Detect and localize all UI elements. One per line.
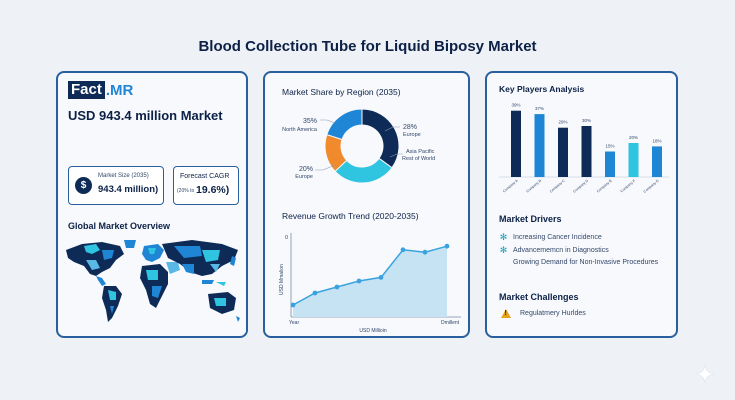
gear-icon: ✻ xyxy=(499,245,508,255)
bar-category-label: Company G xyxy=(643,179,660,194)
driver-item: Growing Demand for Non-Invasive Procedur… xyxy=(513,259,658,266)
market-headline: USD 943.4 million Market xyxy=(68,108,223,123)
area-point xyxy=(400,247,406,253)
market-size-value: 943.4 million) xyxy=(98,184,159,195)
challenges-title: Market Challenges xyxy=(499,292,579,302)
area-fill xyxy=(293,246,447,317)
player-bar xyxy=(558,127,568,177)
growth-chart-title: Revenue Growth Trend (2020-2035) xyxy=(282,211,419,221)
driver-text: Growing Demand for Non-Invasive Procedur… xyxy=(513,259,659,266)
bar-value-label: 30% xyxy=(582,118,591,123)
analysis-card: Key Players Analysis 39% Company A 37% Comp… xyxy=(485,71,678,338)
area-point xyxy=(378,275,384,280)
bar-value-label: 39% xyxy=(511,103,520,108)
drivers-title: Market Drivers xyxy=(499,214,562,224)
area-line xyxy=(292,245,448,306)
growth-area-chart: 0 USD Mmalion Year Dmillent USD Millioin xyxy=(279,233,461,334)
player-bar xyxy=(652,146,662,177)
region-chart-title: Market Share by Region (2035) xyxy=(282,87,401,97)
area-point xyxy=(356,278,362,284)
bar-category-label: Company B xyxy=(526,178,543,193)
charts-card: Market Share by Region (2035) 35% North … xyxy=(263,71,470,338)
y-tick-0: 0 xyxy=(285,235,288,241)
region-label-pct-1: 35% xyxy=(303,118,317,125)
region-label-name-2: Europe xyxy=(403,132,421,138)
bar-value-label: 37% xyxy=(535,106,544,111)
gear-icon: ✻ xyxy=(499,232,508,242)
area-point xyxy=(444,243,450,249)
challenge-item: Regulatmery Hurldes xyxy=(501,309,586,318)
area-point xyxy=(334,284,340,290)
driver-item: ✻ Increasing Cancer Incidence xyxy=(499,233,602,242)
y-axis-label: USD Mmalion xyxy=(279,264,285,295)
logo-part-1: Fact xyxy=(68,81,105,99)
donut-slice xyxy=(326,108,363,141)
bar-value-label: 15% xyxy=(605,144,614,149)
player-bar xyxy=(581,126,592,177)
cagr-value: 19.6%) xyxy=(196,184,230,196)
region-label-pct-4: 20% xyxy=(299,166,313,173)
player-bar xyxy=(605,151,615,177)
bar-category-label: Company C xyxy=(549,178,566,193)
bar-category-label: Company F xyxy=(620,179,636,194)
market-summary-card: Fact .MR USD 943.4 million Market $ Mark… xyxy=(56,71,248,338)
cagr-box: Forecast CAGR (20% to 19.6%) xyxy=(173,166,239,205)
bar-category-label: Company E xyxy=(596,178,613,193)
x-axis-label: USD Millioin xyxy=(359,328,386,334)
players-bar-chart: 39% Company A 37% Company B 29% Company C 30% C… xyxy=(499,103,669,194)
cagr-prefix: (20% to xyxy=(177,188,195,194)
market-size-label: Market Size (2035) xyxy=(98,173,149,179)
driver-text: Advancememcn in Diagnostics xyxy=(513,247,609,254)
region-label-name-1: North America xyxy=(282,127,318,133)
factmr-logo: Fact .MR xyxy=(68,81,133,99)
region-label-name-3b: Rest of World xyxy=(402,156,435,162)
player-bar xyxy=(511,110,521,177)
players-title: Key Players Analysis xyxy=(499,84,585,94)
logo-part-2: .MR xyxy=(105,81,134,99)
region-label-name-3a: Asia Pacific xyxy=(406,149,435,155)
driver-text: Increasing Cancer Incidence xyxy=(513,234,602,241)
x-end-label: Dmillent xyxy=(441,320,460,326)
area-point xyxy=(290,302,296,308)
area-point xyxy=(422,249,428,255)
bar-value-label: 29% xyxy=(558,120,567,125)
world-map xyxy=(62,236,246,332)
x-start-label: Year xyxy=(289,320,299,326)
region-label-pct-2: 28% xyxy=(403,124,417,131)
dollar-icon: $ xyxy=(75,177,92,194)
market-size-box: $ Market Size (2035) 943.4 million) xyxy=(68,166,164,205)
overview-title: Global Market Overview xyxy=(68,221,171,231)
sparkle-icon xyxy=(695,364,715,384)
region-label-name-4: Europe xyxy=(295,174,313,180)
bar-value-label: 18% xyxy=(652,138,661,143)
player-bar xyxy=(628,143,639,177)
bar-category-label: Company A xyxy=(502,178,519,193)
driver-item: ✻ Advancememcn in Diagnostics xyxy=(499,246,609,255)
page-title: Blood Collection Tube for Liquid Biposy … xyxy=(198,38,537,55)
region-donut-chart: 35% North America 28% Europe Asia Pacifi… xyxy=(282,108,435,184)
bar-value-label: 20% xyxy=(629,135,638,140)
warning-icon xyxy=(501,309,511,318)
bar-category-label: Company D xyxy=(572,178,589,193)
challenge-text: Regulatmery Hurldes xyxy=(520,310,586,317)
player-bar xyxy=(534,114,545,177)
area-point xyxy=(312,290,318,296)
cagr-label: Forecast CAGR xyxy=(180,173,230,180)
